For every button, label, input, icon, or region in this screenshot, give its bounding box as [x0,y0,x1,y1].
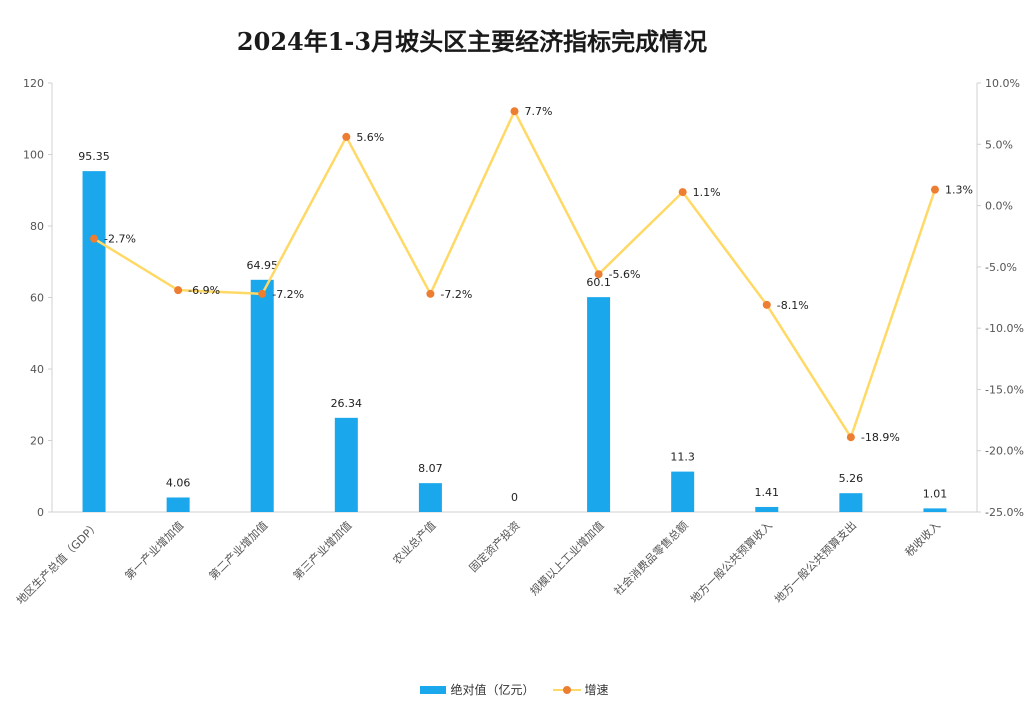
growth-value-label: -5.6% [609,268,641,281]
bar-value-label: 60.1 [586,276,611,289]
category-label: 第二产业增加值 [206,518,270,582]
bar [418,483,442,512]
left-tick-label: 120 [23,77,44,90]
left-tick-label: 60 [30,292,44,305]
right-tick-label: -25.0% [985,506,1024,519]
category-label: 规模以上工业增加值 [527,518,607,598]
bar [82,171,106,512]
bar [587,297,611,512]
left-tick-label: 0 [37,506,44,519]
bar [923,508,947,512]
category-label: 固定资产投资 [466,518,523,575]
growth-value-label: -7.2% [272,288,304,301]
category-label: 社会消费品零售总额 [611,518,691,598]
right-tick-label: 10.0% [985,77,1020,90]
growth-value-label: -6.9% [188,284,220,297]
growth-marker [930,185,939,194]
bar-value-label: 8.07 [418,462,443,475]
left-tick-label: 40 [30,363,44,376]
category-label: 第三产业增加值 [290,518,354,582]
category-label: 税收收入 [902,518,943,559]
bar-value-label: 1.01 [923,487,948,500]
bar-value-label: 1.41 [755,486,780,499]
right-tick-label: 5.0% [985,138,1013,151]
growth-value-label: -2.7% [104,233,136,246]
growth-marker [510,107,519,116]
growth-marker [174,286,183,295]
left-tick-label: 20 [30,435,44,448]
chart-title: 2024年1-3月坡头区主要经济指标完成情况 [236,27,708,56]
bar-value-label: 26.34 [331,397,363,410]
legend-item-line[interactable]: 增速 [552,681,609,698]
growth-marker [594,270,603,279]
category-label: 农业总产值 [390,518,439,567]
left-tick-label: 80 [30,220,44,233]
bar-value-label: 0 [511,491,518,504]
growth-value-label: -7.2% [440,288,472,301]
category-label: 第一产业增加值 [122,518,186,582]
right-tick-label: -15.0% [985,383,1024,396]
legend-label-line: 增速 [584,683,609,697]
category-label: 地方一般公共预算收入 [687,518,775,606]
category-label: 地方一般公共预算支出 [771,518,859,606]
right-tick-label: 0.0% [985,200,1013,213]
growth-marker [258,289,267,298]
legend-swatch-bar [420,685,447,694]
growth-value-label: 1.1% [693,186,721,199]
bar [334,417,358,512]
bar-value-label: 4.06 [166,476,191,489]
growth-marker [762,300,771,309]
right-tick-label: -5.0% [985,261,1017,274]
growth-marker [678,188,687,197]
growth-marker [342,132,351,141]
legend: 绝对值（亿元） 增速 [0,681,1029,698]
growth-value-label: 1.3% [945,184,973,197]
bar-value-label: 95.35 [78,150,110,163]
category-label: 地区生产总值（GDP） [13,518,102,607]
legend-swatch-line [552,685,581,695]
bar [166,497,190,512]
growth-value-label: -8.1% [777,299,809,312]
growth-marker [846,433,855,442]
bar [671,471,695,512]
bar [755,506,779,512]
legend-item-bar[interactable]: 绝对值（亿元） [420,681,535,698]
bar-value-label: 11.3 [670,451,695,464]
right-tick-label: -10.0% [985,322,1024,335]
bar [250,279,274,512]
growth-marker [90,234,99,243]
bar-value-label: 5.26 [839,472,864,485]
growth-marker [426,289,435,298]
bar [839,493,863,512]
bar-value-label: 64.95 [246,259,278,272]
growth-value-label: 5.6% [356,131,384,144]
growth-value-label: -18.9% [861,431,900,444]
growth-line [93,109,937,439]
left-tick-label: 100 [23,149,44,162]
growth-value-label: 7.7% [525,105,553,118]
legend-label-bar: 绝对值（亿元） [450,683,535,697]
right-tick-label: -20.0% [985,445,1024,458]
